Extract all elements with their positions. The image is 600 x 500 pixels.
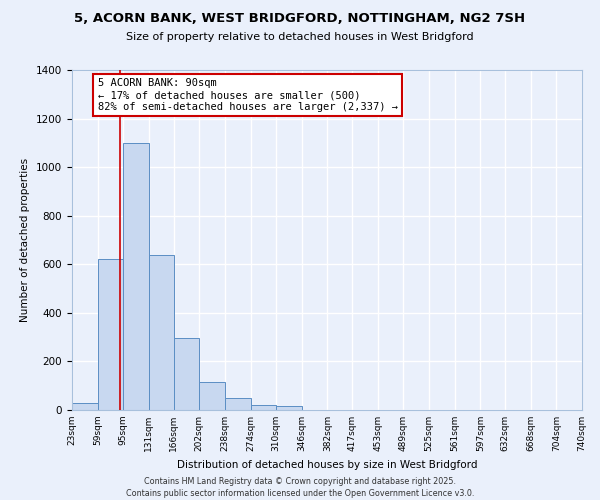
Text: 5, ACORN BANK, WEST BRIDGFORD, NOTTINGHAM, NG2 7SH: 5, ACORN BANK, WEST BRIDGFORD, NOTTINGHA… <box>74 12 526 26</box>
Bar <box>123 143 149 410</box>
Bar <box>149 254 174 410</box>
Bar <box>199 382 225 410</box>
Text: Contains public sector information licensed under the Open Government Licence v3: Contains public sector information licen… <box>126 489 474 498</box>
Text: 5 ACORN BANK: 90sqm
← 17% of detached houses are smaller (500)
82% of semi-detac: 5 ACORN BANK: 90sqm ← 17% of detached ho… <box>98 78 398 112</box>
X-axis label: Distribution of detached houses by size in West Bridgford: Distribution of detached houses by size … <box>177 460 477 469</box>
Bar <box>225 398 251 410</box>
Text: Contains HM Land Registry data © Crown copyright and database right 2025.: Contains HM Land Registry data © Crown c… <box>144 478 456 486</box>
Bar <box>72 402 98 410</box>
Bar <box>174 338 199 410</box>
Bar <box>251 405 276 410</box>
Bar <box>276 406 302 410</box>
Text: Size of property relative to detached houses in West Bridgford: Size of property relative to detached ho… <box>126 32 474 42</box>
Y-axis label: Number of detached properties: Number of detached properties <box>20 158 31 322</box>
Bar <box>98 260 123 410</box>
